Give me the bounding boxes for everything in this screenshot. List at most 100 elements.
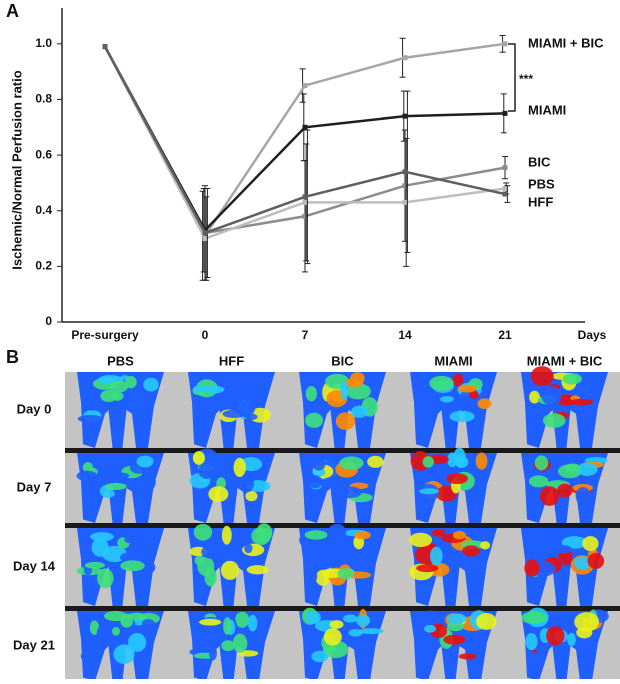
heat-blob <box>458 653 477 660</box>
significance-label: *** <box>519 72 533 86</box>
heat-blob <box>576 462 598 477</box>
row-label: Day 0 <box>17 401 52 416</box>
heat-blob <box>141 619 155 628</box>
perfusion-image <box>65 372 176 448</box>
heat-blob <box>573 556 591 570</box>
point-marker <box>502 110 508 116</box>
heat-blob <box>311 650 329 663</box>
heat-blob <box>539 486 560 506</box>
x-tick-label: 0 <box>202 328 209 342</box>
heat-blob <box>476 612 497 630</box>
perfusion-image <box>176 523 287 606</box>
heat-blob <box>475 452 488 470</box>
heat-blob <box>124 376 137 389</box>
y-tick-label: 0.6 <box>35 147 52 161</box>
heat-blob <box>367 455 384 468</box>
heat-blob <box>480 541 491 550</box>
heat-blob <box>80 650 99 662</box>
perfusion-image <box>287 372 398 448</box>
point-marker <box>402 113 408 119</box>
heat-blob <box>95 471 113 485</box>
heat-blob <box>321 568 344 579</box>
heat-blob <box>244 543 253 554</box>
heat-blob <box>354 531 371 540</box>
heat-blob <box>449 410 475 423</box>
heat-blob <box>102 458 117 466</box>
heat-blob <box>221 640 235 652</box>
heat-blob <box>418 488 439 495</box>
perfusion-image <box>176 372 287 448</box>
column-header: HFF <box>219 353 244 368</box>
heat-blob <box>355 614 371 627</box>
heat-blob <box>446 473 469 485</box>
heat-blob <box>346 383 371 400</box>
heat-blob <box>452 530 466 540</box>
heat-blob <box>193 523 213 541</box>
heat-blob <box>248 614 258 632</box>
heat-blob <box>120 613 134 628</box>
heat-blob <box>409 532 433 548</box>
heat-blob <box>525 633 538 651</box>
heat-blob <box>225 386 235 404</box>
y-axis-label: Ischemic/Normal Perfusion ratio <box>9 70 24 269</box>
heat-blob <box>305 412 324 428</box>
heat-blob <box>423 624 437 633</box>
heat-blob <box>192 451 205 465</box>
point-marker <box>302 83 308 89</box>
heat-blob <box>304 567 318 585</box>
heat-blob <box>443 634 466 645</box>
heat-blob <box>439 396 454 403</box>
heat-blob <box>110 391 124 401</box>
x-tick-label: Pre-surgery <box>71 328 139 342</box>
perfusion-image <box>65 528 176 606</box>
point-marker <box>302 194 308 200</box>
heat-blob <box>304 530 328 540</box>
heat-blob <box>84 561 105 569</box>
heat-blob <box>541 385 562 406</box>
heat-blob <box>134 399 145 413</box>
row-label: Day 14 <box>13 558 56 573</box>
heat-blob <box>256 523 273 543</box>
heat-blob <box>193 398 203 411</box>
heat-blob <box>113 644 135 665</box>
heat-blob <box>97 568 114 589</box>
heat-blob <box>306 381 321 388</box>
heat-blob <box>582 536 599 552</box>
point-marker <box>202 236 208 242</box>
heat-blob <box>96 625 111 641</box>
heat-blob <box>214 399 231 407</box>
heat-blob <box>350 405 368 418</box>
heat-blob <box>575 487 591 505</box>
series-label: PBS <box>528 176 555 191</box>
heat-blob <box>557 483 573 498</box>
significance-bracket <box>508 43 516 112</box>
heat-blob <box>339 456 364 470</box>
heat-blob <box>312 467 326 477</box>
heat-blob <box>453 447 466 467</box>
heat-blob <box>562 373 582 385</box>
column-header: PBS <box>107 353 134 368</box>
heat-blob <box>245 490 258 502</box>
series-label: MIAMI + BIC <box>528 35 604 50</box>
heat-blob <box>422 456 434 468</box>
heat-blob <box>567 632 576 647</box>
heat-blob <box>530 366 554 387</box>
heat-blob <box>143 377 159 392</box>
row-separator <box>65 523 620 528</box>
heat-blob <box>89 620 100 635</box>
perfusion-image <box>176 611 287 681</box>
heat-blob <box>431 528 446 537</box>
heat-blob <box>222 409 246 418</box>
heat-blob <box>561 536 588 549</box>
point-marker <box>202 230 208 236</box>
heat-blob <box>91 538 109 557</box>
heat-blob <box>136 455 154 468</box>
heat-blob <box>201 544 226 560</box>
heat-blob <box>132 548 145 562</box>
point-marker <box>502 185 508 191</box>
x-tick-label: 21 <box>498 328 512 342</box>
column-header: BIC <box>331 353 354 368</box>
heat-blob <box>202 385 225 394</box>
point-marker <box>502 191 508 197</box>
heat-blob <box>358 628 384 635</box>
